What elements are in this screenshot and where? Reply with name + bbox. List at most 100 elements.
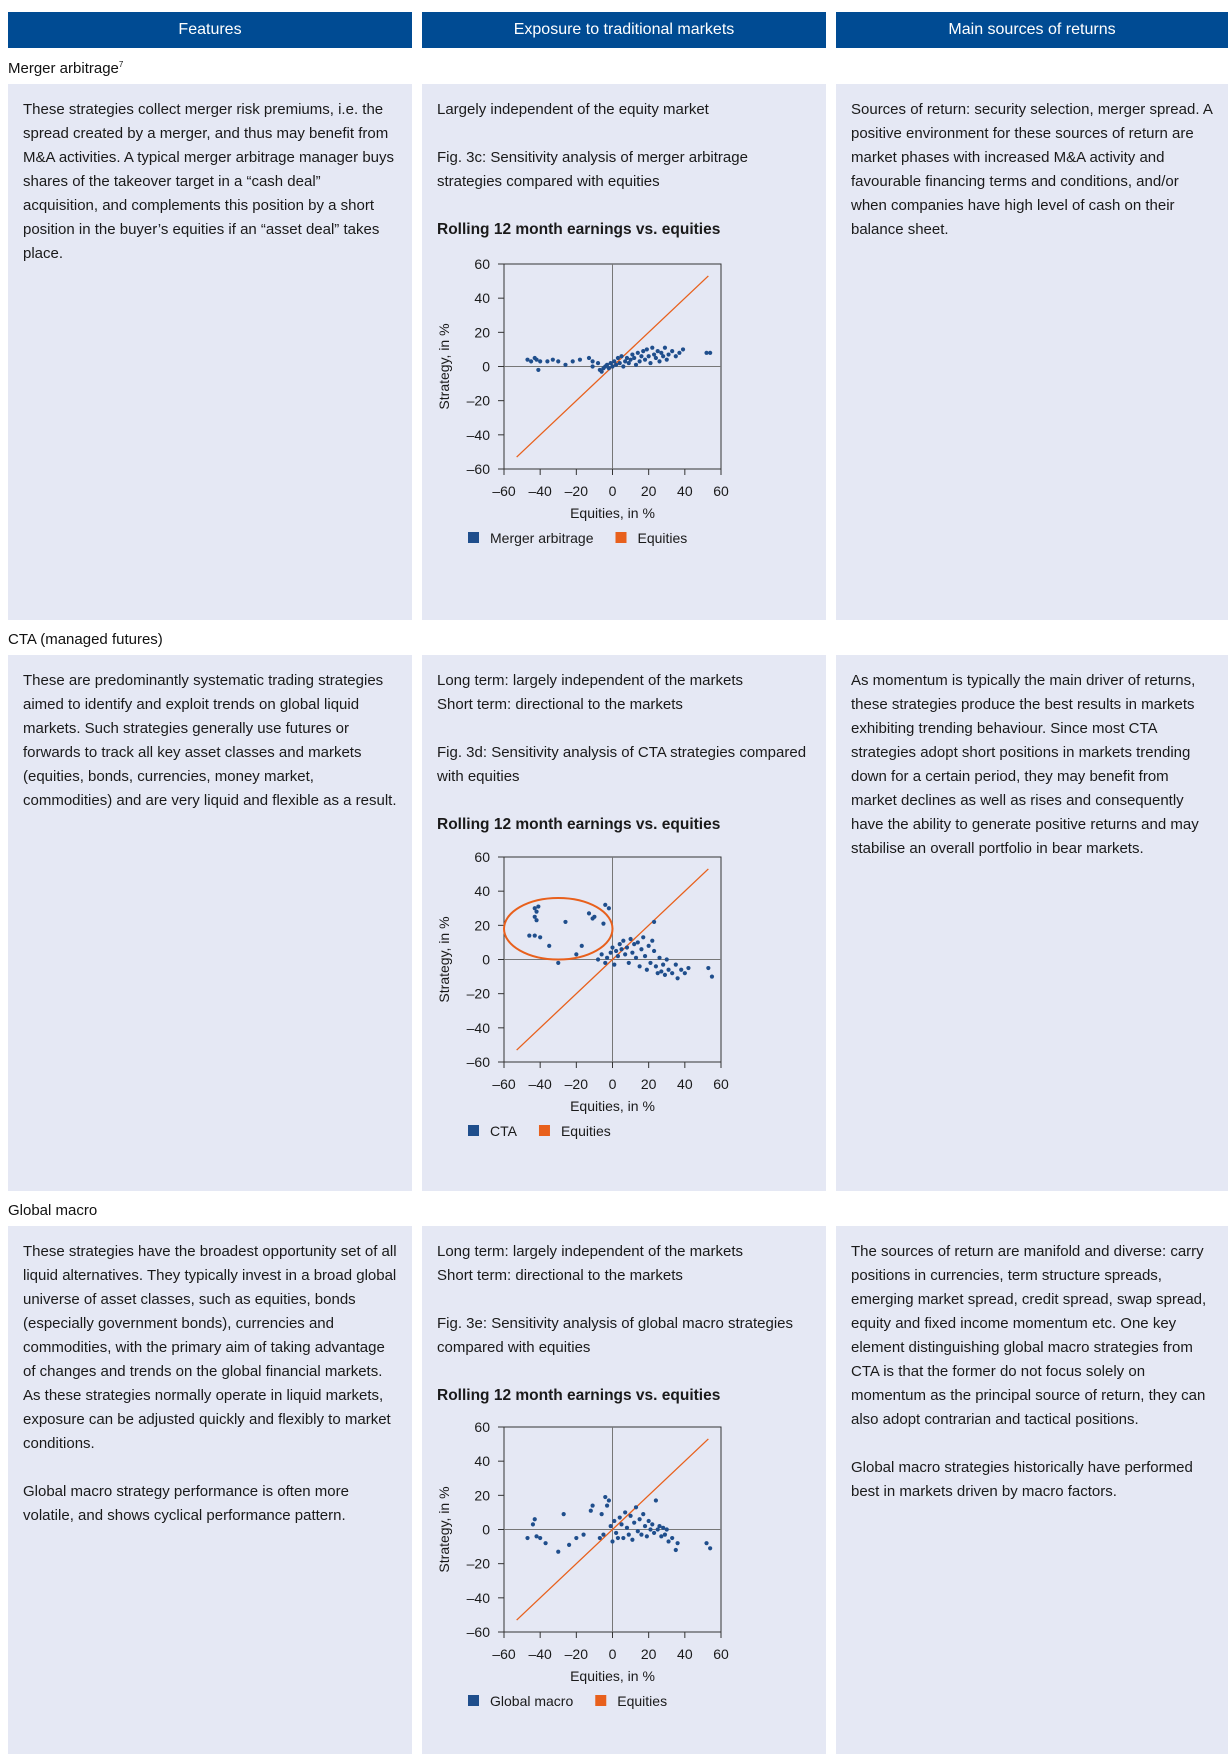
data-point (608, 360, 613, 366)
y-tick-label: 0 (482, 359, 490, 375)
data-point (556, 359, 561, 364)
data-point (632, 1520, 637, 1525)
data-point (630, 352, 635, 357)
data-point (556, 960, 561, 966)
section-title-text: Merger arbitrage (8, 60, 119, 77)
data-point (633, 955, 639, 960)
y-tick-label: 60 (474, 256, 490, 272)
data-point (635, 1529, 640, 1534)
data-point (614, 1530, 619, 1536)
legend-swatch-equities (538, 1125, 550, 1136)
data-point (617, 360, 622, 366)
data-point (532, 906, 537, 911)
sources-panel-global-macro: The sources of return are manifold and d… (836, 1226, 1228, 1754)
x-tick-label: –40 (528, 1076, 552, 1092)
x-tick-label: –60 (492, 483, 516, 499)
data-point (579, 943, 584, 948)
data-point (601, 1532, 606, 1537)
data-point (632, 942, 637, 947)
data-point (586, 911, 592, 916)
y-tick-label: 40 (474, 1453, 490, 1469)
column-header-exposure: Exposure to traditional markets (422, 12, 826, 48)
section-title-cta: CTA (managed futures) (8, 631, 163, 648)
data-point (532, 914, 537, 919)
data-point (615, 953, 621, 959)
data-point (604, 362, 610, 367)
data-point (670, 1535, 675, 1541)
chart-1: 60 40 20 0 –20 –40 –60–60 –40 –20 0 20 40 60 Equities… (436, 256, 729, 546)
data-point (550, 357, 555, 362)
x-tick-label: 40 (677, 483, 693, 499)
data-point (626, 960, 631, 966)
data-point (641, 1512, 646, 1517)
data-point (666, 1539, 671, 1544)
data-point (673, 962, 678, 967)
legend-label-strategy: Global macro (490, 1693, 573, 1709)
y-tick-label: 0 (482, 952, 490, 968)
data-point (624, 1525, 630, 1530)
x-tick-label: –40 (528, 1646, 552, 1662)
x-axis-label: Equities, in % (570, 1668, 655, 1684)
data-point (597, 1535, 602, 1541)
data-point (641, 935, 646, 940)
data-point (619, 1522, 624, 1527)
data-point (614, 948, 619, 954)
data-point (657, 359, 662, 364)
data-point (608, 1523, 613, 1529)
features-text: These strategies collect merger risk pre… (23, 101, 395, 262)
data-point (614, 362, 619, 367)
data-point (590, 359, 595, 364)
data-point (661, 354, 666, 359)
y-axis-label: Strategy, in % (436, 916, 452, 1002)
data-point (633, 362, 639, 367)
data-point (680, 347, 686, 352)
y-tick-label: –20 (467, 986, 491, 1002)
sources-text: As momentum is typically the main driver… (851, 672, 1199, 857)
data-point (610, 945, 615, 950)
data-point (538, 935, 543, 940)
data-point (606, 1498, 611, 1503)
y-tick-label: –20 (467, 393, 491, 409)
x-tick-label: –40 (528, 483, 552, 499)
data-point (657, 955, 662, 960)
x-tick-label: 20 (641, 1076, 657, 1092)
chart-3: 60 40 20 0 –20 –40 –60–60 –40 –20 0 20 40 60 Equities… (436, 1419, 729, 1709)
data-point (653, 1498, 659, 1503)
chart-title: Rolling 12 month earnings vs. equities (437, 221, 721, 238)
data-point (532, 1517, 537, 1522)
data-point (642, 357, 648, 362)
equities-line (516, 868, 709, 1051)
data-point (623, 359, 628, 364)
data-point (650, 938, 655, 943)
features-panel-global-macro: These strategies have the broadest oppor… (8, 1226, 412, 1754)
data-point (661, 1525, 666, 1530)
y-tick-label: –40 (467, 1020, 491, 1036)
data-point (655, 971, 660, 976)
x-tick-label: 0 (609, 1076, 617, 1092)
data-point (592, 914, 597, 919)
data-point (527, 933, 532, 938)
data-point (577, 357, 583, 362)
data-point (610, 1539, 615, 1544)
equities-line (516, 1438, 709, 1621)
data-point (603, 960, 608, 966)
data-point (637, 359, 642, 364)
data-point (704, 350, 709, 355)
y-tick-label: 60 (474, 1419, 490, 1435)
data-point (617, 942, 622, 947)
data-point (599, 952, 604, 957)
data-point (648, 360, 653, 366)
legend-label-strategy: CTA (490, 1123, 518, 1139)
data-point (653, 964, 659, 969)
features-text: These strategies have the broadest oppor… (23, 1243, 397, 1452)
legend-label-equities: Equities (561, 1123, 611, 1139)
exposure-panel-global-macro: Long term: largely independent of the ma… (422, 1226, 826, 1754)
figure-caption: Fig. 3d: Sensitivity analysis of CTA str… (437, 744, 807, 785)
y-axis-label: Strategy, in % (436, 323, 452, 409)
data-point (666, 967, 671, 972)
data-point (623, 952, 628, 957)
features-panel-cta: These are predominantly systematic tradi… (8, 655, 412, 1191)
x-tick-label: 60 (713, 1646, 729, 1662)
data-point (545, 359, 550, 364)
